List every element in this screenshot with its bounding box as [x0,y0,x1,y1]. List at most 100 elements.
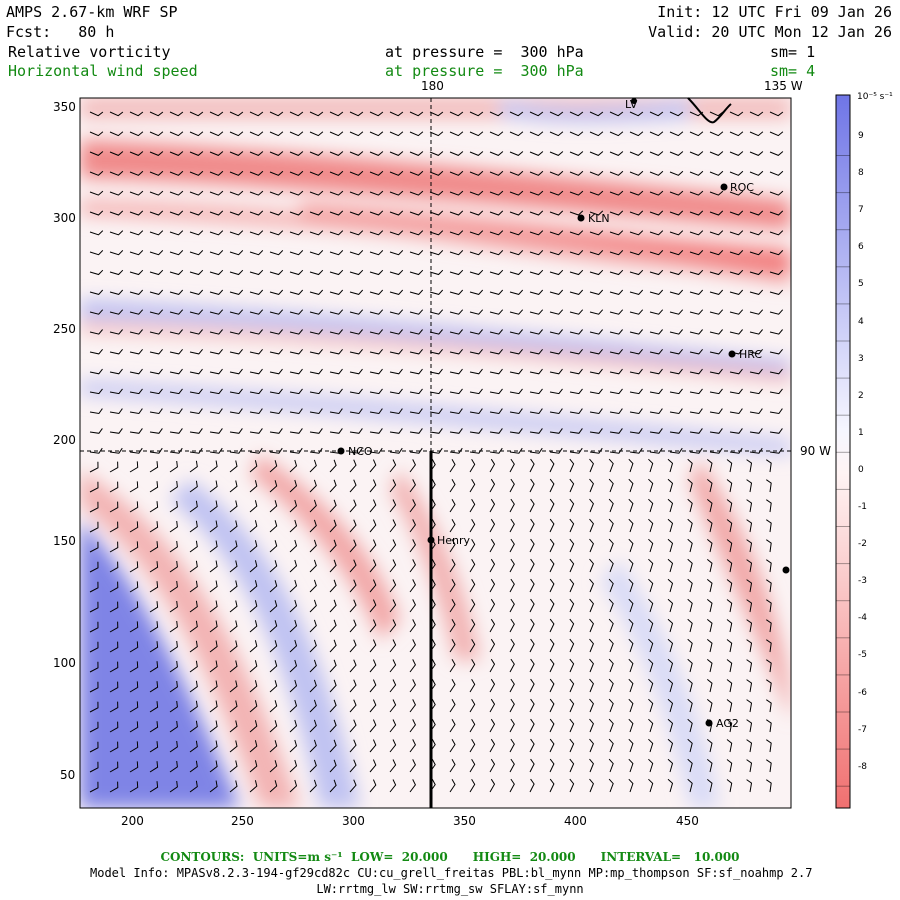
wind-barb [389,599,397,613]
wind-barb [589,498,594,513]
wind-barb [549,678,555,693]
wind-barb [648,518,654,533]
station-kln-marker[interactable] [577,214,585,222]
wind-barb [649,368,663,375]
wind-barb [409,170,424,176]
wind-barb [608,758,614,773]
wind-barb [409,499,416,513]
wind-barb [249,309,264,315]
wind-barb [209,700,218,713]
wind-barb [289,289,304,295]
wind-barb [109,111,124,117]
wind-barb [269,408,283,415]
wind-barb [667,478,674,493]
wind-barb [726,599,733,613]
wind-barb [129,348,143,355]
wind-barb [329,719,337,733]
init-time: Init: 12 UTC Fri 09 Jan 26 [657,3,892,21]
wind-barb [469,638,476,653]
wind-barb [549,498,555,513]
wind-barb [529,578,535,593]
wind-barb [509,111,524,117]
wind-barb [709,368,723,375]
station-roc-marker[interactable] [720,183,728,191]
wind-barb [489,428,503,434]
station-ag2-label: AG2 [716,717,739,730]
wind-barb [749,111,764,117]
wind-barb [369,639,377,653]
wind-barb [529,388,543,395]
wind-barb [469,558,476,573]
station-lv-label: LV [625,98,638,111]
wind-barb [667,778,674,793]
wind-barb [369,679,377,693]
wind-barb [289,190,304,196]
wind-barb [726,539,733,553]
wind-barb [709,289,724,295]
wind-barb [109,521,119,533]
wind-barb [389,659,397,673]
wind-barb [529,289,544,295]
wind-barb [369,151,384,156]
wind-barb [449,619,456,633]
wind-barb [409,250,424,256]
wind-barb [489,638,496,653]
wind-barb [289,699,298,713]
wind-barb [229,289,244,295]
wind-barb [529,408,543,415]
wind-barb [569,758,575,773]
wind-barb [89,388,103,395]
wind-barb [109,190,124,196]
wind-barb [309,230,324,236]
wind-barb [109,701,119,713]
wind-barb [509,518,515,533]
wind-barb [129,309,144,315]
station-henry-marker[interactable] [427,536,435,544]
wind-barb [549,618,555,633]
wind-barb [109,250,124,256]
wind-barb [648,758,654,773]
wind-barb [429,131,444,137]
station-lv-marker[interactable] [631,98,637,104]
wind-barb [249,230,264,236]
wind-barb [569,368,583,375]
wind-barb [628,578,634,593]
wind-barb [429,230,444,236]
station-ag2-marker[interactable] [705,719,713,727]
wind-barb [689,348,703,355]
wind-barb [689,269,704,276]
wind-barb [667,598,674,613]
wind-barb [509,151,524,156]
wind-barb [429,447,443,454]
wind-barb [449,289,464,295]
wind-barb [109,230,124,236]
wind-barb [589,170,604,176]
wind-barb [289,779,298,793]
station-hrc-marker[interactable] [728,350,736,358]
wind-barb [309,699,317,713]
wind-barb [669,368,683,375]
wind-barb [269,740,278,753]
wind-barb [389,719,397,733]
wind-barb [249,660,258,673]
wind-barb [729,111,744,117]
wind-barb [769,250,784,256]
wind-barb [629,388,643,395]
wind-barb [349,539,357,553]
station-edge-marker[interactable] [782,566,790,574]
wind-barb [369,250,384,256]
wind-barb [687,558,693,573]
wind-barb [229,250,244,256]
station-nco-marker[interactable] [337,447,345,455]
wind-barb [229,309,244,315]
wind-barb [589,558,594,573]
wind-barb [766,459,772,473]
wind-barb [269,329,283,335]
wind-barb [669,408,683,415]
wind-barb [709,131,724,137]
wind-barb [349,230,364,236]
wind-barb [369,739,377,753]
wind-barb [608,738,614,753]
wind-barb [689,447,703,454]
wind-barb [109,501,119,513]
